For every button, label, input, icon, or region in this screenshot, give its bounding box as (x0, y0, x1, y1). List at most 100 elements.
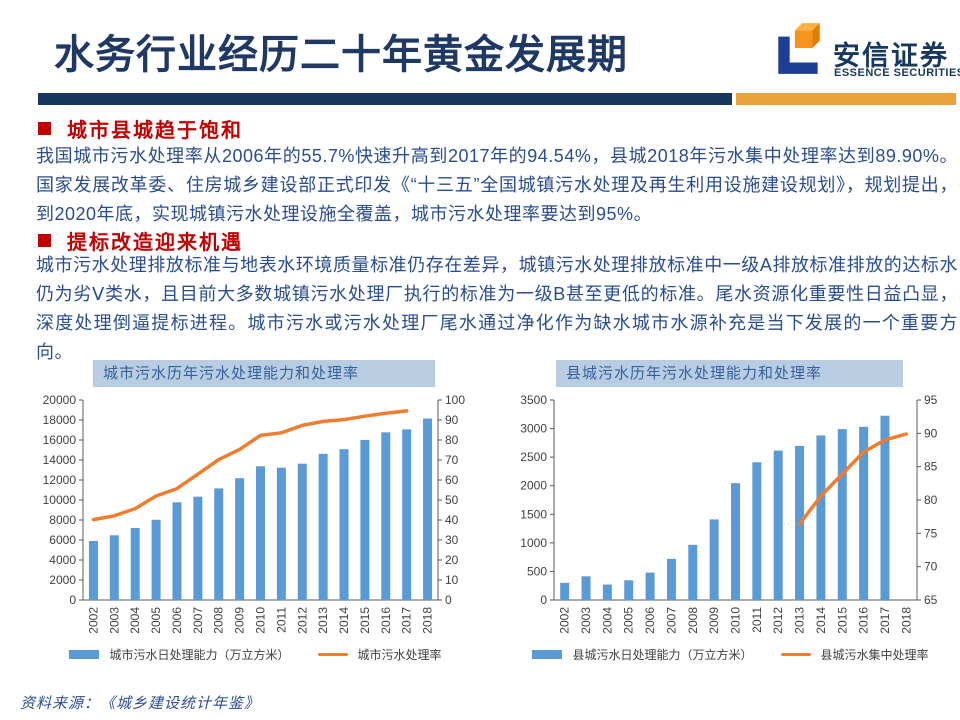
svg-text:70: 70 (924, 560, 938, 574)
svg-text:2015: 2015 (358, 607, 372, 634)
chart-county-legend: 县城污水日处理能力（万立方米） 县城污水集中处理率 (508, 646, 953, 663)
page-title: 水务行业经历二十年黄金发展期 (54, 33, 628, 77)
svg-text:2007: 2007 (191, 607, 205, 634)
svg-text:6000: 6000 (49, 533, 76, 547)
line-swatch-icon (780, 653, 811, 656)
svg-text:2007: 2007 (664, 607, 678, 634)
svg-text:3500: 3500 (520, 393, 547, 407)
svg-text:75: 75 (924, 526, 938, 540)
svg-text:80: 80 (924, 493, 938, 507)
svg-text:2004: 2004 (128, 607, 142, 634)
chart-city-plot: 0 2000 4000 6000 8000 10000 12000 14000 16000 180… (43, 393, 466, 634)
svg-text:2005: 2005 (622, 607, 636, 634)
svg-text:2000: 2000 (49, 573, 76, 587)
svg-text:2010: 2010 (729, 607, 743, 634)
svg-text:0: 0 (69, 593, 76, 607)
svg-text:16000: 16000 (43, 433, 77, 447)
svg-text:2012: 2012 (295, 607, 309, 634)
bullet-square-icon (38, 234, 51, 247)
line-swatch-icon (317, 653, 348, 656)
chart-city-wastewater: 城市污水历年污水处理能力和处理率 0 2000 4000 6000 8000 10000 1… (33, 360, 478, 663)
svg-text:65: 65 (924, 593, 938, 607)
svg-text:95: 95 (924, 393, 938, 407)
title-underline-orange (736, 93, 956, 105)
svg-text:2011: 2011 (750, 607, 764, 633)
svg-text:70: 70 (445, 453, 459, 467)
svg-text:2500: 2500 (520, 450, 547, 464)
svg-text:90: 90 (445, 413, 459, 427)
svg-text:2013: 2013 (316, 607, 330, 634)
svg-text:8000: 8000 (49, 513, 76, 527)
svg-text:100: 100 (445, 393, 465, 407)
section-heading-1-label: 城市县城趋于饱和 (67, 120, 243, 142)
svg-text:2016: 2016 (379, 607, 393, 634)
svg-text:50: 50 (445, 493, 459, 507)
svg-text:30: 30 (445, 533, 459, 547)
svg-text:2014: 2014 (814, 607, 828, 634)
bar-swatch-icon (532, 650, 563, 659)
svg-text:2017: 2017 (400, 607, 414, 634)
chart-city-title: 城市污水历年污水处理能力和处理率 (93, 360, 435, 387)
svg-text:2009: 2009 (707, 607, 721, 634)
svg-text:2018: 2018 (421, 607, 435, 634)
svg-text:2014: 2014 (337, 607, 351, 634)
logo-name-cn: 安信证券 (833, 41, 949, 71)
svg-text:10000: 10000 (43, 493, 77, 507)
svg-text:2008: 2008 (212, 607, 226, 634)
source-note: 资料来源：《城乡建设统计年鉴》 (20, 695, 261, 712)
svg-text:2017: 2017 (878, 607, 892, 634)
svg-text:12000: 12000 (43, 473, 77, 487)
svg-text:20: 20 (445, 553, 459, 567)
svg-text:2002: 2002 (558, 607, 572, 634)
logo-name-en: ESSENCE SECURITIES (834, 67, 960, 79)
svg-text:2018: 2018 (899, 607, 913, 634)
svg-text:1000: 1000 (520, 536, 547, 550)
svg-text:2012: 2012 (771, 607, 785, 634)
bar-swatch-icon (69, 650, 100, 659)
title-underline-navy (38, 93, 732, 105)
chart-county-legend-bar-label: 县城污水日处理能力（万立方米） (572, 648, 753, 662)
svg-text:18000: 18000 (43, 413, 77, 427)
chart-city-legend-bar-label: 城市污水日处理能力（万立方米） (109, 648, 290, 662)
svg-text:2000: 2000 (520, 479, 547, 493)
chart-city-legend: 城市污水日处理能力（万立方米） 城市污水处理率 (33, 646, 478, 663)
svg-text:80: 80 (445, 433, 459, 447)
svg-text:2011: 2011 (274, 607, 288, 633)
chart-county-legend-line-label: 县城污水集中处理率 (820, 648, 929, 662)
svg-text:2004: 2004 (600, 607, 614, 634)
svg-text:2006: 2006 (170, 607, 184, 634)
svg-text:2003: 2003 (107, 607, 121, 634)
svg-text:2006: 2006 (643, 607, 657, 634)
svg-text:2005: 2005 (149, 607, 163, 634)
svg-text:2010: 2010 (254, 607, 268, 634)
svg-text:3000: 3000 (520, 422, 547, 436)
section-heading-2-label: 提标改造迎来机遇 (67, 232, 243, 254)
svg-text:90: 90 (924, 426, 938, 440)
svg-text:10: 10 (445, 573, 459, 587)
section-2-paragraph: 城市污水处理排放标准与地表水环境质量标准仍存在差异，城镇污水处理排放标准中一级A… (36, 255, 958, 362)
svg-text:60: 60 (445, 473, 459, 487)
svg-text:85: 85 (924, 460, 938, 474)
svg-text:2009: 2009 (233, 607, 247, 634)
svg-text:20000: 20000 (43, 393, 77, 407)
svg-text:0: 0 (540, 593, 547, 607)
section-heading-2: 提标改造迎来机遇 (38, 226, 243, 255)
svg-text:2008: 2008 (686, 607, 700, 634)
svg-text:40: 40 (445, 513, 459, 527)
svg-text:2013: 2013 (793, 607, 807, 634)
chart-county-wastewater: 县城污水历年污水处理能力和处理率 0 500 1000 1500 2000 2500 300… (508, 360, 953, 663)
chart-county-plot: 0 500 1000 1500 2000 2500 3000 3500 65 70 75 80 85 90… (520, 393, 938, 634)
svg-text:2002: 2002 (86, 607, 100, 634)
essence-securities-logo-icon (778, 23, 820, 74)
svg-text:2003: 2003 (579, 607, 593, 634)
svg-text:0: 0 (445, 593, 452, 607)
svg-text:14000: 14000 (43, 453, 77, 467)
chart-city-legend-line-label: 城市污水处理率 (357, 648, 442, 662)
section-heading-1: 城市县城趋于饱和 (38, 114, 243, 143)
bullet-square-icon (38, 122, 51, 135)
svg-text:2016: 2016 (857, 607, 871, 634)
chart-county-title: 县城污水历年污水处理能力和处理率 (556, 360, 903, 387)
svg-text:500: 500 (527, 564, 547, 578)
section-1-paragraph: 我国城市污水处理率从2006年的55.7%快速升高到2017年的94.54%，县… (36, 146, 958, 224)
